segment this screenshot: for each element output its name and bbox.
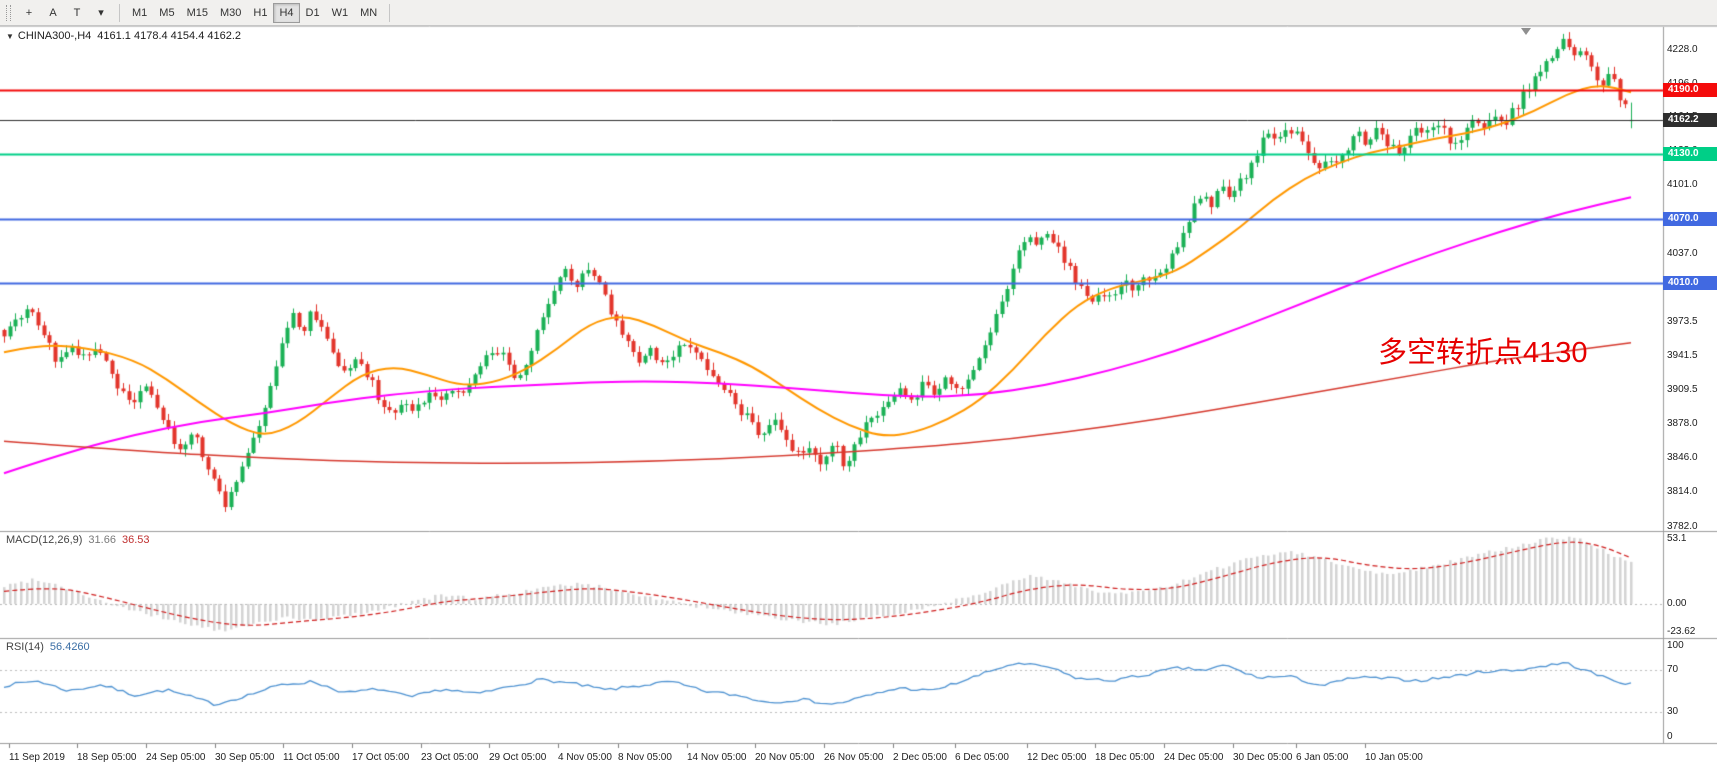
toolbar: + A T ▾ M1 M5 M15 M30 H1 H4 D1 W1 MN xyxy=(0,0,1717,26)
text-label-tool-button[interactable]: A xyxy=(41,3,65,23)
hline-price-badge[interactable]: 4010.0 xyxy=(1663,275,1717,290)
timeframe-m15-button[interactable]: M15 xyxy=(181,3,214,23)
hline-price-badge[interactable]: 4190.0 xyxy=(1663,83,1717,98)
timeframe-m30-button[interactable]: M30 xyxy=(214,3,247,23)
text-tool-button[interactable]: T xyxy=(65,3,89,23)
timeframe-m1-button[interactable]: M1 xyxy=(126,3,153,23)
time-axis[interactable] xyxy=(0,744,1663,771)
timeframe-h1-button[interactable]: H1 xyxy=(247,3,273,23)
timeframe-mn-button[interactable]: MN xyxy=(354,3,383,23)
chart-canvas[interactable] xyxy=(0,26,1717,771)
timeframe-h4-button[interactable]: H4 xyxy=(273,2,300,23)
timeframe-m5-button[interactable]: M5 xyxy=(153,3,180,23)
timeframe-w1-button[interactable]: W1 xyxy=(326,3,355,23)
crosshair-tool-button[interactable]: + xyxy=(17,3,41,23)
toolbar-separator xyxy=(119,3,120,22)
hline-price-badge[interactable]: 4070.0 xyxy=(1663,211,1717,226)
current-price-badge: 4162.2 xyxy=(1663,112,1717,127)
price-axis[interactable] xyxy=(1663,26,1717,718)
draw-tools-dropdown[interactable]: ▾ xyxy=(89,3,113,23)
hline-price-badge[interactable]: 4130.0 xyxy=(1663,147,1717,162)
toolbar-separator-2 xyxy=(389,3,391,22)
timeframe-d1-button[interactable]: D1 xyxy=(300,3,326,23)
toolbar-grip[interactable] xyxy=(6,4,11,21)
